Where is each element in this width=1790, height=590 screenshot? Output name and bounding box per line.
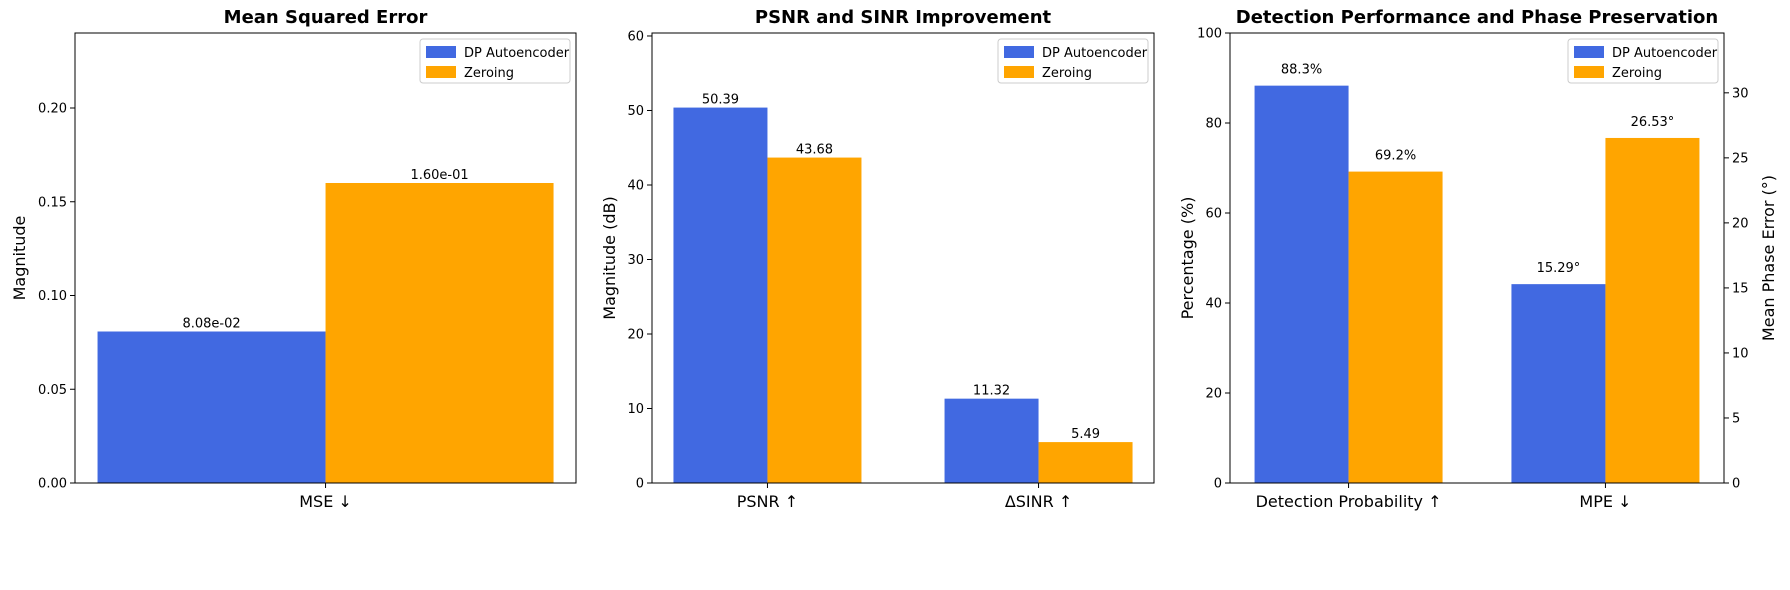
legend bbox=[419, 38, 571, 84]
data-label: 11.32 bbox=[973, 384, 1010, 399]
chart-title: Mean Squared Error bbox=[224, 7, 428, 28]
y-axis-label: Magnitude bbox=[10, 216, 29, 301]
axes-frame bbox=[651, 32, 1155, 484]
bar-zeroing bbox=[1348, 171, 1443, 483]
chart-title: PSNR and SINR Improvement bbox=[755, 7, 1052, 28]
bar-dp-autoencoder bbox=[97, 331, 326, 483]
y-tick-label: 50 bbox=[627, 104, 644, 119]
legend-label: DP Autoencoder bbox=[1612, 46, 1718, 61]
y-tick-label: 40 bbox=[627, 178, 644, 193]
data-label: 69.2% bbox=[1375, 149, 1416, 164]
y-tick-label: 0 bbox=[636, 477, 644, 492]
bar-dp-autoencoder bbox=[673, 107, 768, 483]
legend-swatch bbox=[1004, 66, 1034, 78]
data-label: 15.29° bbox=[1537, 261, 1581, 276]
bar-dp-autoencoder bbox=[1511, 284, 1606, 483]
x-tick-label: MPE ↓ bbox=[1579, 492, 1631, 511]
y-tick-label: 0 bbox=[1214, 477, 1222, 492]
legend-swatch bbox=[1574, 46, 1604, 58]
x-tick-label: MSE ↓ bbox=[299, 492, 352, 511]
y-tick-label: 30 bbox=[627, 253, 644, 268]
data-label: 43.68 bbox=[796, 143, 833, 158]
data-label: 26.53° bbox=[1631, 115, 1675, 130]
y-tick-label: 0.20 bbox=[38, 102, 67, 117]
legend bbox=[997, 38, 1149, 84]
y-axis-label: Magnitude (dB) bbox=[600, 196, 619, 319]
y-right-tick-label: 5 bbox=[1732, 411, 1740, 426]
y-right-tick-label: 10 bbox=[1732, 346, 1749, 361]
y-tick-label: 60 bbox=[1205, 207, 1222, 222]
legend-label: Zeroing bbox=[1612, 66, 1662, 81]
data-label: 8.08e-02 bbox=[182, 317, 240, 332]
axes-frame bbox=[74, 32, 577, 484]
data-label: 50.39 bbox=[702, 93, 739, 108]
legend bbox=[1567, 38, 1719, 84]
x-tick-label: Detection Probability ↑ bbox=[1256, 492, 1442, 511]
bar-zeroing bbox=[325, 183, 554, 483]
chart-title: Detection Performance and Phase Preserva… bbox=[1236, 7, 1718, 28]
legend-swatch bbox=[426, 46, 456, 58]
y-tick-label: 0.10 bbox=[38, 289, 67, 304]
y-right-tick-label: 25 bbox=[1732, 151, 1749, 166]
legend-swatch bbox=[426, 66, 456, 78]
x-tick-label: PSNR ↑ bbox=[737, 492, 798, 511]
bar-zeroing bbox=[1038, 442, 1133, 483]
legend-label: DP Autoencoder bbox=[1042, 46, 1148, 61]
y-tick-label: 0.05 bbox=[38, 383, 67, 398]
axes-frame bbox=[1229, 32, 1725, 484]
bar-zeroing bbox=[767, 157, 862, 484]
y-axis-label: Percentage (%) bbox=[1178, 197, 1197, 320]
legend-swatch bbox=[1004, 46, 1034, 58]
legend-swatch bbox=[1574, 66, 1604, 78]
bar-dp-autoencoder bbox=[944, 398, 1039, 483]
x-tick-label: ΔSINR ↑ bbox=[1005, 492, 1072, 511]
data-label: 5.49 bbox=[1071, 427, 1100, 442]
y-tick-label: 20 bbox=[1205, 387, 1222, 402]
y-right-tick-label: 15 bbox=[1732, 281, 1749, 296]
y-tick-label: 10 bbox=[627, 402, 644, 417]
y-right-tick-label: 30 bbox=[1732, 86, 1749, 101]
legend-label: Zeroing bbox=[1042, 66, 1092, 81]
y-tick-label: 80 bbox=[1205, 117, 1222, 132]
bar-dp-autoencoder bbox=[1254, 85, 1349, 484]
legend-label: DP Autoencoder bbox=[464, 46, 570, 61]
y-tick-label: 0.00 bbox=[38, 477, 67, 492]
legend-label: Zeroing bbox=[464, 66, 514, 81]
y-right-tick-label: 20 bbox=[1732, 216, 1749, 231]
bar-zeroing bbox=[1605, 137, 1700, 483]
y-tick-label: 100 bbox=[1197, 27, 1222, 42]
y-tick-label: 40 bbox=[1205, 297, 1222, 312]
y-tick-label: 0.15 bbox=[38, 195, 67, 210]
y-right-tick-label: 0 bbox=[1732, 477, 1740, 492]
y-tick-label: 60 bbox=[627, 29, 644, 44]
y-tick-label: 20 bbox=[627, 327, 644, 342]
data-label: 88.3% bbox=[1281, 63, 1322, 78]
data-label: 1.60e-01 bbox=[410, 168, 468, 183]
y-right-axis-label: Mean Phase Error (°) bbox=[1759, 175, 1778, 341]
